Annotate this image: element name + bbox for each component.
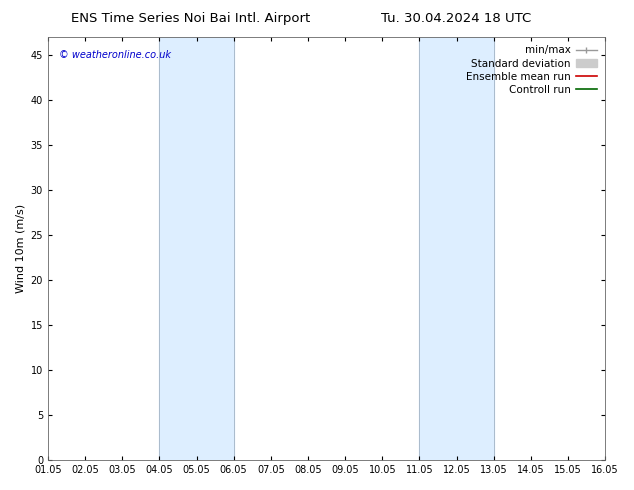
- Bar: [420, 37, 494, 460]
- Text: © weatheronline.co.uk: © weatheronline.co.uk: [59, 50, 171, 60]
- Text: ENS Time Series Noi Bai Intl. Airport: ENS Time Series Noi Bai Intl. Airport: [70, 12, 310, 25]
- Bar: [159, 37, 234, 460]
- Text: Tu. 30.04.2024 18 UTC: Tu. 30.04.2024 18 UTC: [382, 12, 531, 25]
- Legend: min/max, Standard deviation, Ensemble mean run, Controll run: min/max, Standard deviation, Ensemble me…: [463, 42, 600, 98]
- Y-axis label: Wind 10m (m/s): Wind 10m (m/s): [15, 204, 25, 293]
